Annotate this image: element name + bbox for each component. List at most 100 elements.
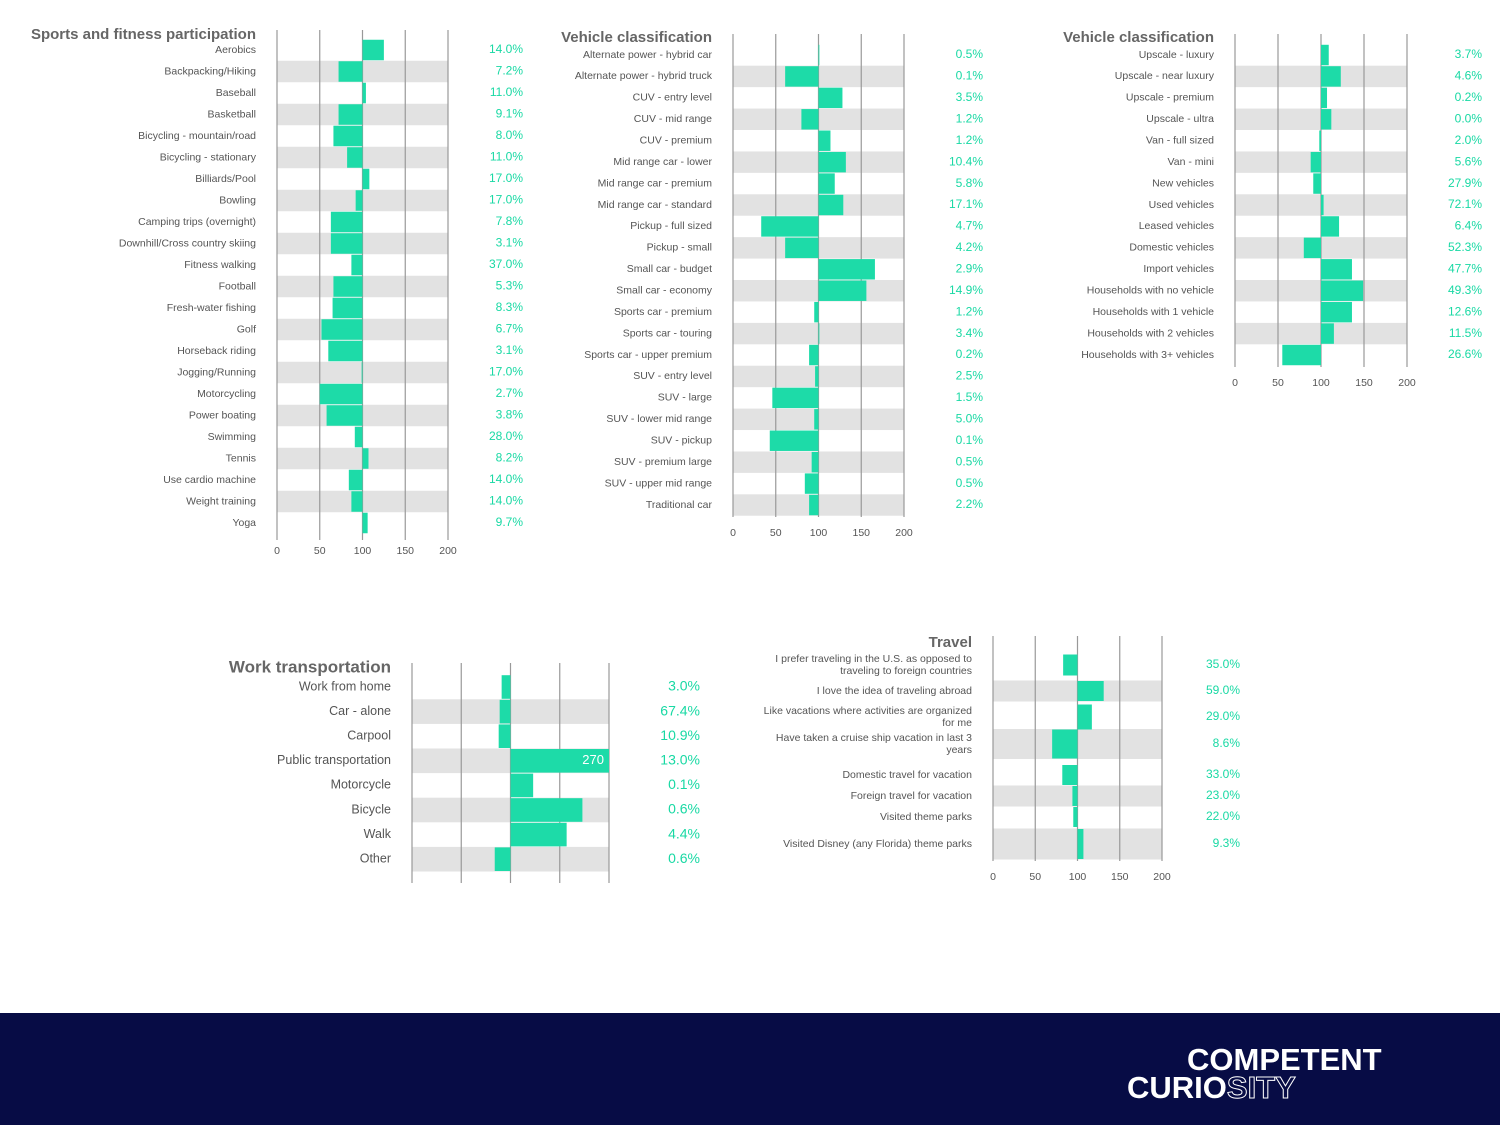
bar [326,405,363,426]
category-label-box: Visited Disney (any Florida) theme parks [783,838,972,850]
x-tick-label: 150 [1355,377,1373,389]
share-label: 28.0% [489,429,523,443]
share-label: 13.0% [660,752,700,768]
share-label: 0.1% [956,433,984,447]
x-tick-label: 150 [852,527,870,539]
x-tick-label: 200 [895,527,913,539]
bar [355,190,363,211]
bar [1073,807,1078,827]
share-label: 3.8% [496,408,524,422]
category-label: Households with 3+ vehicles [1081,349,1214,361]
category-label: Upscale - ultra [1146,113,1214,125]
category-label: Horseback riding [177,345,256,357]
share-label: 5.6% [1455,154,1483,168]
chart-title: Sports and fitness participation [31,26,256,43]
bar [362,512,368,534]
category-label: Aerobics [215,44,256,56]
category-label-box: Foreign travel for vacation [851,790,972,802]
share-label: 4.6% [1455,69,1483,83]
logo-solid: CURIO [1127,1070,1227,1105]
bar [494,847,511,871]
category-label: SUV - upper mid range [605,477,713,489]
category-label: Tennis [226,452,256,464]
chart-title: Vehicle classification [561,29,712,46]
share-label: 3.4% [956,326,984,340]
bar [1062,765,1078,785]
bar [811,451,819,473]
share-label: 9.7% [496,515,524,529]
category-label: Sports car - upper premium [584,349,712,361]
share-label: 14.0% [489,472,523,486]
bar [1321,44,1329,66]
value-label: 270 [582,752,604,767]
bar [328,340,363,362]
bar [333,125,363,147]
bar [498,724,511,748]
category-label: Use cardio machine [163,474,256,486]
share-label: 29.0% [1206,709,1240,723]
category-label: Visited theme parks [879,811,972,823]
share-label: 1.2% [956,304,984,318]
bar [1077,704,1092,730]
bar [1321,216,1340,237]
category-label: Have taken a cruise ship vacation in las… [775,732,972,756]
share-label: 17.1% [949,197,983,211]
share-label: 22.0% [1206,809,1240,823]
chart-title: Work transportation [229,657,391,676]
category-label: Alternate power - hybrid truck [575,70,713,82]
share-label: 5.8% [956,176,984,190]
x-tick-label: 200 [1398,377,1416,389]
category-label: New vehicles [1152,177,1214,189]
bar [1321,301,1352,323]
bar [510,773,534,798]
category-label: CUV - mid range [634,113,712,125]
category-label: Alternate power - hybrid car [583,49,712,61]
bar [499,699,511,724]
category-label: Mid range car - standard [598,199,713,211]
category-label: I love the idea of traveling abroad [816,685,972,697]
share-label: 6.4% [1455,219,1483,233]
category-label: SUV - lower mid range [606,413,712,425]
category-label: Swimming [208,431,257,443]
x-tick-label: 0 [1232,377,1238,389]
chart: Vehicle classification 0 50 100 150 200 Altern… [561,29,983,539]
category-label: Fitness walking [184,259,256,271]
bar [814,301,819,323]
share-label: 2.0% [1455,133,1483,147]
category-label: Car - alone [329,704,391,718]
bar [1072,786,1078,806]
share-label: 3.1% [496,236,524,250]
category-label-box: Like vacations where activities are orga… [764,705,972,729]
share-label: 17.0% [489,193,523,207]
x-tick-label: 0 [274,545,280,557]
x-tick-label: 150 [396,545,414,557]
category-label: Domestic travel for vacation [842,769,972,781]
share-label: 8.2% [496,451,524,465]
category-label: Used vehicles [1149,199,1214,211]
share-label: 10.4% [949,154,983,168]
category-label: Football [219,280,256,292]
share-label: 1.5% [956,390,984,404]
bar [818,280,867,301]
x-tick-label: 200 [439,545,457,557]
category-label: Upscale - near luxury [1115,70,1215,82]
bar [1321,259,1352,280]
bar [321,319,363,340]
category-label: Sports car - touring [623,327,712,339]
category-label: Pickup - small [647,242,712,254]
bar [319,383,363,405]
bar [809,494,819,516]
category-label: Van - mini [1168,156,1215,168]
bar [362,82,366,104]
bar [1303,237,1321,259]
category-label: Import vehicles [1143,263,1214,275]
category-label: Other [360,851,391,865]
share-label: 5.0% [956,411,984,425]
category-label: Weight training [186,495,256,507]
bar [772,387,819,409]
category-label: SUV - premium large [614,456,712,468]
bar [818,194,844,216]
category-label: Households with 2 vehicles [1087,327,1214,339]
bar [809,344,819,366]
bar [333,276,363,297]
